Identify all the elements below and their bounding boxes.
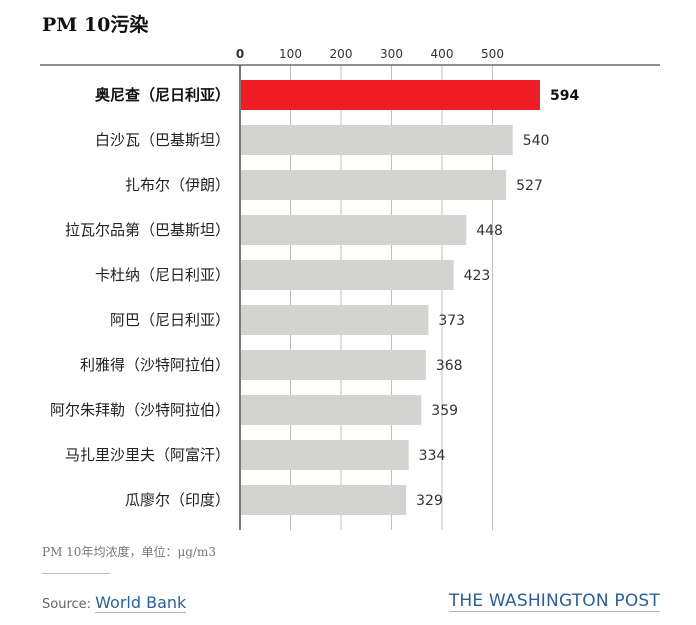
bar [241,80,540,110]
category-label: 阿尔朱拜勒（沙特阿拉伯） [50,401,230,419]
bar [241,305,429,335]
category-label: 马扎里沙里夫（阿富汗） [65,446,230,464]
value-label: 334 [419,448,446,464]
publisher-brand[interactable]: THE WASHINGTON POST [448,591,660,612]
x-tick-label: 100 [279,47,302,61]
bar [241,170,507,200]
x-axis-ticks: 0 100 200 300 400 500 [236,47,504,61]
category-labels: 奥尼查（尼日利亚） 白沙瓦（巴基斯坦） 扎布尔（伊朗） 拉瓦尔品第（巴基斯坦） 卡杜纳（… [50,86,230,509]
category-label: 奥尼查（尼日利亚） [95,86,230,104]
source-line: Source: World Bank [42,593,187,613]
bar [241,395,422,425]
value-label: 540 [523,133,550,149]
bars [241,80,540,515]
category-label: 卡杜纳（尼日利亚） [95,266,230,284]
bar [241,440,409,470]
chart-title: PM 10污染 [42,14,149,36]
value-label: 527 [516,178,543,194]
category-label: 白沙瓦（巴基斯坦） [95,131,230,149]
value-label: 423 [464,268,491,284]
x-tick-label: 500 [481,47,504,61]
x-tick-label: 200 [330,47,353,61]
source-link[interactable]: World Bank [95,593,187,613]
value-label: 448 [476,223,503,239]
bar [241,260,454,290]
bar [241,215,467,245]
category-label: 扎布尔（伊朗） [125,176,230,194]
value-label: 359 [431,403,458,419]
bar [241,485,407,515]
value-label: 373 [438,313,465,329]
value-labels: 594 540 527 448 423 373 368 359 334 329 [416,88,579,509]
unit-note: PM 10年均浓度，单位：μg/m3 [42,545,216,559]
bar [241,350,426,380]
category-label: 瓜廖尔（印度） [125,491,230,509]
value-label: 329 [416,493,443,509]
category-label: 利雅得（沙特阿拉伯） [80,356,230,374]
x-tick-label: 300 [380,47,403,61]
value-label: 594 [550,88,579,104]
value-label: 368 [436,358,463,374]
bar [241,125,513,155]
x-tick-label: 400 [431,47,454,61]
category-label: 阿巴（尼日利亚） [110,311,230,329]
footer-divider [42,573,110,574]
source-prefix: Source: [42,597,96,612]
bar-chart: 0 100 200 300 400 500 奥尼查（尼日利亚） 白沙瓦（巴基斯坦） 扎布尔（伊… [40,47,660,530]
category-label: 拉瓦尔品第（巴基斯坦） [65,221,230,239]
x-tick-label: 0 [236,47,244,61]
